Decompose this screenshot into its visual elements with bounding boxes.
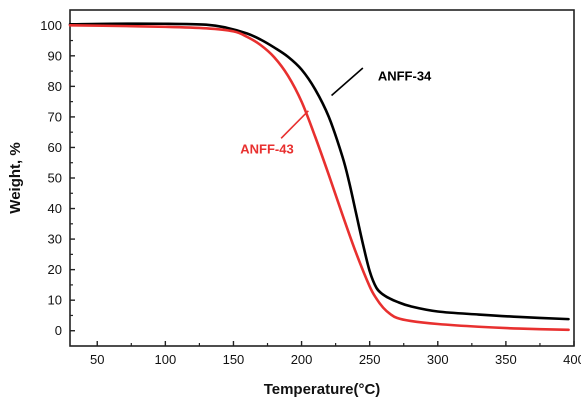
plot-frame <box>69 9 575 347</box>
x-tick-label: 400 <box>563 352 581 367</box>
series-group <box>68 22 570 332</box>
y-axis-title: Weight, % <box>7 142 24 213</box>
y-tick-label: 100 <box>40 18 62 33</box>
x-tick-label: 350 <box>495 352 517 367</box>
y-axis-ticks: 0 10 20 30 40 50 60 70 80 90 100 <box>40 18 75 338</box>
y-tick-label: 60 <box>48 140 62 155</box>
x-tick-label: 200 <box>291 352 313 367</box>
x-axis-ticks: 50 100 150 200 250 300 350 400 <box>90 341 581 367</box>
y-tick-label: 90 <box>48 48 62 63</box>
x-tick-label: 250 <box>359 352 381 367</box>
series-line-anff-34 <box>68 22 570 321</box>
annotation-pointer-anff-43 <box>280 110 309 139</box>
y-tick-label: 50 <box>48 171 62 186</box>
y-tick-label: 30 <box>48 232 62 247</box>
x-tick-label: 100 <box>154 352 176 367</box>
x-tick-label: 50 <box>90 352 104 367</box>
annotation-label-anff-34: ANFF-34 <box>378 68 432 83</box>
y-tick-label: 40 <box>48 201 62 216</box>
series-line-anff-43 <box>68 23 570 332</box>
x-tick-label: 150 <box>223 352 245 367</box>
x-axis-title: Temperature(°C) <box>264 381 381 398</box>
y-tick-label: 70 <box>48 109 62 124</box>
x-tick-label: 300 <box>427 352 449 367</box>
annotation-group: ANFF-34 ANFF-43 <box>240 67 432 157</box>
y-tick-label: 0 <box>55 323 62 338</box>
annotation-pointer-anff-34 <box>331 67 364 97</box>
y-tick-label: 80 <box>48 79 62 94</box>
annotation-label-anff-43: ANFF-43 <box>240 142 293 157</box>
y-tick-label: 10 <box>48 293 62 308</box>
plot-frame-group <box>69 9 575 347</box>
y-tick-label: 20 <box>48 262 62 277</box>
